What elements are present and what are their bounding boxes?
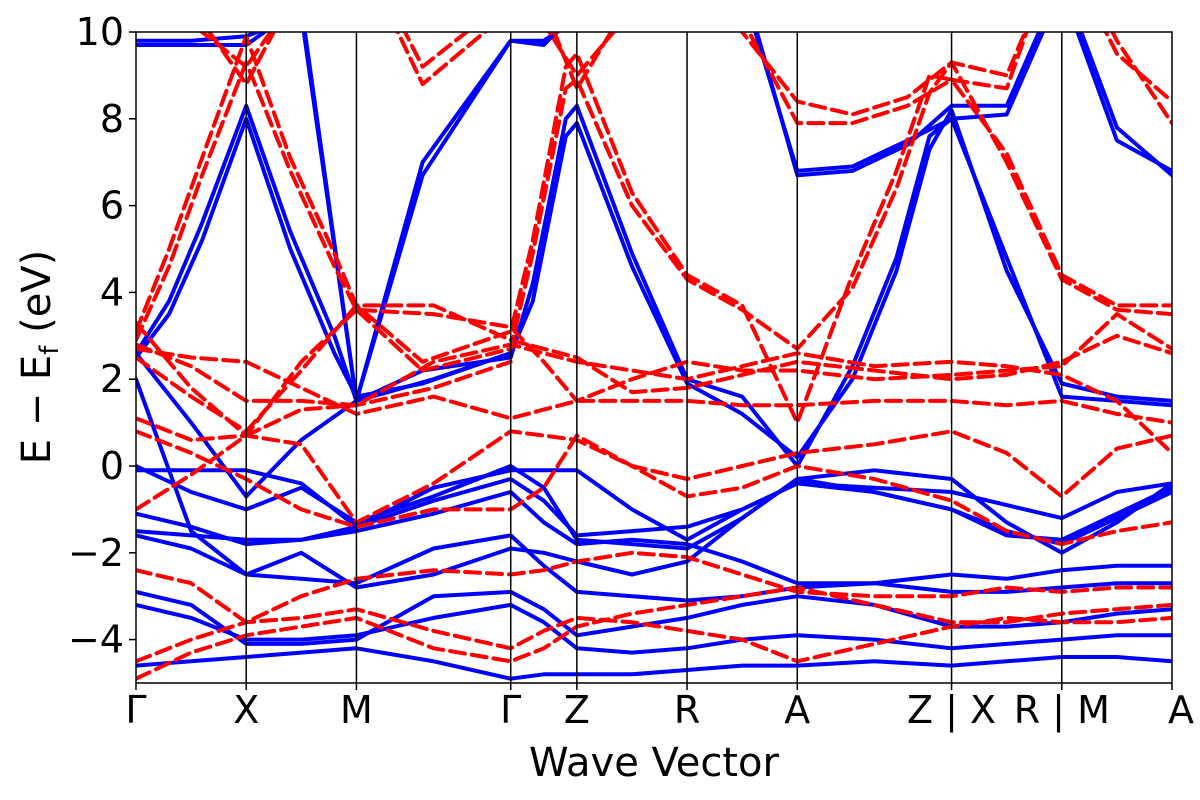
- y-tick-label-1: −2: [68, 531, 124, 575]
- x-tick-label-3: Γ: [500, 688, 521, 732]
- y-tick-label-0: −4: [68, 618, 124, 662]
- band-line-dashed-11: [198, 32, 1172, 117]
- y-tick-label-4: 4: [100, 270, 124, 314]
- band-line-dashed-7: [136, 303, 1172, 434]
- band-line-solid-6: [136, 468, 1172, 542]
- band-line-dashed-2: [136, 550, 1172, 625]
- x-tick-label-5: R: [674, 688, 700, 732]
- y-tick-label-5: 6: [100, 184, 124, 228]
- y-tick-label-7: 10: [76, 10, 124, 54]
- x-tick-label-2: M: [340, 688, 373, 732]
- x-tick-label-0: Γ: [125, 688, 146, 732]
- band-line-solid-5: [136, 477, 1172, 547]
- band-line-dashed-0: [136, 585, 1172, 681]
- x-tick-label-8: R | M: [1014, 688, 1110, 733]
- x-axis-title: Wave Vector: [529, 740, 780, 786]
- y-tick-label-3: 2: [100, 357, 124, 401]
- x-tick-label-6: A: [784, 688, 810, 732]
- band-line-dashed-6: [136, 342, 1172, 455]
- band-line-solid-0: [136, 646, 1172, 681]
- y-tick-label-6: 8: [100, 97, 124, 141]
- y-axis-title: E − Ef (eV): [14, 250, 65, 465]
- band-line-solid-3: [136, 533, 1172, 603]
- band-line-solid-10: [136, 103, 1172, 468]
- plot-frame: [135, 31, 1173, 684]
- band-line-dashed-4: [136, 416, 1172, 525]
- high-symmetry-lines: [245, 32, 1063, 683]
- y-axis-ticks: −4 −2 0 2 4 6 8 10: [68, 10, 136, 662]
- band-line-dashed-13: [136, 359, 513, 512]
- x-tick-label-9: A: [1168, 688, 1194, 732]
- x-tick-label-4: Z: [564, 688, 590, 732]
- band-line-dashed-5: [136, 346, 1172, 425]
- band-line-dashed-12: [206, 32, 1172, 126]
- band-lines: [136, 32, 1172, 681]
- band-line-dashed-8: [136, 307, 1172, 438]
- x-tick-label-1: X: [233, 688, 259, 732]
- band-line-dashed-9: [136, 60, 1172, 373]
- band-line-solid-7: [136, 464, 1172, 555]
- band-line-solid-2: [136, 589, 1172, 646]
- y-tick-label-2: 0: [100, 444, 124, 488]
- band-line-solid-1: [136, 602, 1172, 655]
- band-line-dashed-1: [136, 607, 1172, 664]
- band-line-dashed-10: [136, 34, 1172, 425]
- band-line-solid-13: [136, 351, 513, 499]
- band-line-solid-12: [136, 32, 1172, 403]
- x-tick-label-7: Z | X: [907, 688, 996, 733]
- band-line-solid-11: [136, 32, 1172, 403]
